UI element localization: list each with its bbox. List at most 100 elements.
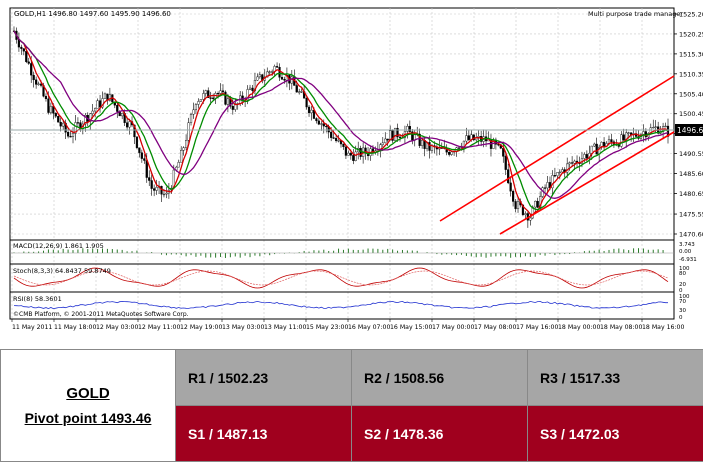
candle-body [248,87,252,90]
candle-body [258,74,261,78]
candle-body [98,100,102,108]
candlestick-series [12,26,670,228]
candle-body [450,151,453,155]
candle-body [590,145,593,154]
rsi-window [13,300,668,310]
candle-body [290,76,293,84]
candle-body [396,127,399,138]
symbol-name: GOLD [66,385,110,402]
r3-cell: R3 / 1517.33 [527,349,703,406]
candle-body [406,126,409,132]
candle-body [94,108,97,112]
channel-upper-line[interactable] [439,75,675,222]
candle-body [140,152,143,159]
candle-body [221,90,225,93]
price-tick-label: 1470.60 [679,231,703,239]
candle-body [271,71,274,73]
stoch-label: Stoch(8,3,3) 64.8437 59.8749 [13,267,111,275]
price-chart[interactable]: 1496.60 GOLD,H1 1496.80 1497.60 1495.90 … [0,0,703,340]
candle-body [143,158,146,161]
candle-body [47,98,50,113]
candle-body [556,172,559,177]
candle-body [595,143,598,155]
candle-body [155,187,158,191]
candle-body [553,175,557,177]
candle-body [165,192,168,195]
candle-body [116,105,119,112]
resistance-row: GOLD Pivot point 1493.46 R1 / 1502.23 R2… [0,349,703,462]
current-price-tag [675,124,703,136]
price-tick-label: 1500.45 [679,110,703,118]
candle-body [189,114,193,123]
candle-body [642,131,645,135]
time-tick-label: 17 May 08:00 [474,324,516,331]
candle-body [330,131,333,138]
candle-body [300,91,303,93]
candle-body [546,182,549,189]
stoch-tick-label: 20 [679,282,686,288]
candle-body [342,143,345,147]
candle-body [194,104,198,111]
stoch-tick-label: 100 [679,266,690,272]
rsi-tick-label: 0 [679,315,683,321]
candle-body [266,71,269,78]
candle-body [39,83,43,86]
price-tick-label: 1515.30 [679,50,703,58]
candle-body [536,200,539,208]
candle-body [59,121,62,127]
candle-body [457,147,461,149]
candle-body [421,139,424,146]
rsi-tick-label: 70 [679,299,686,305]
pivot-table: GOLD Pivot point 1493.46 R1 / 1502.23 R2… [0,349,703,462]
candle-body [386,138,389,141]
trend-channel[interactable] [439,75,675,235]
candle-body [418,133,421,146]
candle-body [180,150,183,163]
candle-body [534,200,537,208]
macd-tick-label: -6.931 [679,257,697,263]
candle-body [593,143,596,147]
macd-tick-label: 0.00 [679,249,692,255]
candle-body [524,213,527,215]
candle-body [352,155,355,161]
time-tick-label: 13 May 11:00 [264,324,306,331]
candle-body [84,114,87,125]
candle-body [509,182,512,192]
candle-body [322,123,325,127]
r2-cell: R2 / 1508.56 [351,349,528,406]
time-tick-label: 12 May 19:00 [180,324,222,331]
candle-body [278,67,281,78]
candle-body [177,162,180,168]
channel-lower-line[interactable] [499,131,675,235]
candle-body [465,135,468,142]
candle-body [62,122,65,127]
candle-body [216,93,220,95]
candle-body [305,98,308,108]
candle-body [332,137,335,139]
candle-body [337,140,340,142]
candle-body [514,201,517,209]
candle-body [219,90,222,94]
candle-body [359,147,362,157]
candle-body [652,127,655,129]
candle-body [204,90,207,94]
candle-body [96,100,99,109]
candle-body [76,122,80,124]
candle-body [199,99,202,102]
candle-body [428,142,431,151]
candle-body [148,177,151,181]
candle-body [610,139,613,142]
candle-body [25,50,28,63]
candle-body [391,130,394,141]
chart-canvas[interactable]: 1496.60 GOLD,H1 1496.80 1497.60 1495.90 … [0,0,703,340]
candle-body [35,79,38,85]
candle-body [602,141,606,147]
candle-body [516,201,520,209]
time-tick-label: 17 May 16:00 [516,324,558,331]
candle-body [543,187,547,189]
copyright-label: ©CMB Platform, © 2001-2011 MetaQuotes So… [13,311,189,318]
candle-body [20,46,23,49]
price-tick-label: 1505.40 [679,90,703,98]
time-tick-label: 16 May 07:00 [348,324,390,331]
time-tick-label: 17 May 00:00 [432,324,474,331]
